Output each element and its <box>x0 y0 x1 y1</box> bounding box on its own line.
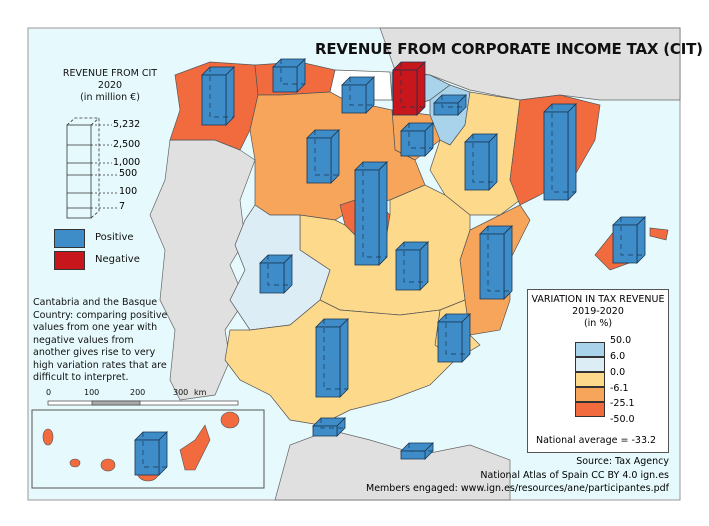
note-text: Cantabria and the Basque Country: compar… <box>33 297 168 383</box>
positive-swatch <box>54 229 85 248</box>
scale-label: 0 <box>46 388 52 397</box>
bar-melilla <box>400 442 434 460</box>
negative-swatch <box>54 251 85 270</box>
class-swatch <box>575 357 605 372</box>
members-text: Members engaged: www.ign.es/resources/an… <box>366 483 669 494</box>
revenue-legend-title-line2: 2020 <box>97 80 123 91</box>
bar-navarra <box>433 94 467 116</box>
variation-legend-title-line2: 2019-2020 <box>572 306 624 317</box>
bar-basque-country <box>392 61 426 116</box>
class-swatch <box>575 372 605 387</box>
bar-castilla-la-mancha <box>395 241 429 291</box>
class-break: 50.0 <box>610 335 632 346</box>
bar-canary-islands <box>134 431 168 476</box>
bar-aragon <box>464 133 498 191</box>
revenue-legend-title-line1: REVENUE FROM CIT <box>62 68 158 79</box>
credit-text: National Atlas of Spain CC BY 4.0 ign.es <box>480 470 669 481</box>
revenue-tick: 2,500 <box>113 139 141 150</box>
bar-catalonia <box>543 103 577 201</box>
revenue-tick: 500 <box>119 168 138 179</box>
bar-ceuta <box>312 417 346 437</box>
revenue-tick: 7 <box>119 201 126 212</box>
class-break: -6.1 <box>610 383 629 394</box>
positive-label: Positive <box>95 232 134 243</box>
bar-galicia <box>201 66 235 126</box>
revenue-legend-title-line3: (in million €) <box>80 92 140 103</box>
bar-balearic-islands <box>612 216 646 264</box>
class-break: -25.1 <box>610 398 635 409</box>
class-break: 0.0 <box>610 367 626 378</box>
class-swatch <box>575 402 605 417</box>
bar-la-rioja <box>400 122 434 157</box>
variation-legend: VARIATION IN TAX REVENUE 2019-2020 (in %… <box>527 289 669 453</box>
bar-madrid <box>354 161 388 266</box>
bar-cantabria <box>341 76 375 114</box>
scale-bar <box>47 400 239 406</box>
variation-legend-title-line3: (in %) <box>583 318 613 329</box>
revenue-tick: 5,232 <box>113 119 141 130</box>
variation-legend-title-line1: VARIATION IN TAX REVENUE <box>531 294 665 305</box>
revenue-legend-title: REVENUE FROM CIT 2020 (in million €) <box>40 68 180 104</box>
class-break: 6.0 <box>610 351 626 362</box>
bar-murcia <box>437 313 471 363</box>
class-break: -50.0 <box>610 414 635 425</box>
negative-label: Negative <box>95 254 140 265</box>
scale-label: 100 <box>84 388 100 397</box>
bar-extremadura <box>259 254 293 294</box>
bar-valencia <box>479 225 513 300</box>
map-title: REVENUE FROM CORPORATE INCOME TAX (CIT) <box>315 40 703 58</box>
scale-unit: km <box>194 388 207 397</box>
scale-label: 300 <box>173 388 189 397</box>
revenue-tick: 100 <box>119 186 138 197</box>
class-swatch <box>575 342 605 357</box>
revenue-scale-prism <box>66 117 118 219</box>
national-average: National average = -33.2 <box>536 435 657 446</box>
bar-castilla-y-leon <box>306 129 340 184</box>
bar-asturias <box>272 58 306 93</box>
scale-label: 200 <box>130 388 146 397</box>
source-text: Source: Tax Agency <box>576 456 669 467</box>
bar-andalusia <box>315 318 349 398</box>
variation-legend-title: VARIATION IN TAX REVENUE 2019-2020 (in %… <box>528 294 668 330</box>
class-swatch <box>575 387 605 402</box>
revenue-tick: 1,000 <box>113 157 141 168</box>
